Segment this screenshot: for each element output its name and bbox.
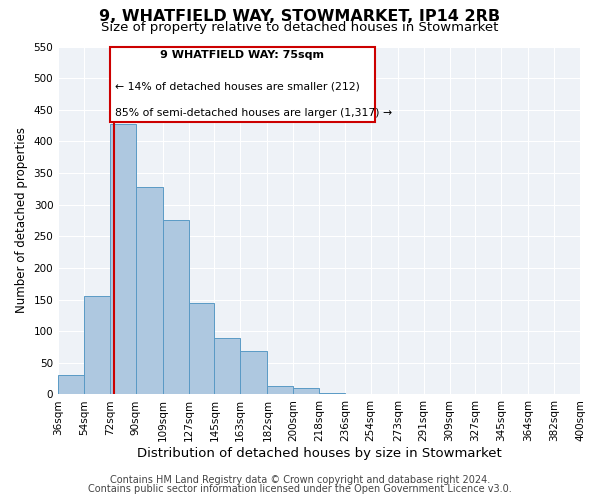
Text: Contains HM Land Registry data © Crown copyright and database right 2024.: Contains HM Land Registry data © Crown c… xyxy=(110,475,490,485)
Text: Contains public sector information licensed under the Open Government Licence v3: Contains public sector information licen… xyxy=(88,484,512,494)
Bar xyxy=(319,393,345,394)
Bar xyxy=(163,220,188,394)
Bar xyxy=(240,352,268,395)
Bar xyxy=(214,338,240,394)
Bar xyxy=(293,388,319,394)
Y-axis label: Number of detached properties: Number of detached properties xyxy=(15,128,28,314)
FancyBboxPatch shape xyxy=(110,46,375,122)
Bar xyxy=(84,296,110,394)
Bar xyxy=(188,302,214,394)
Bar xyxy=(58,376,84,394)
Bar xyxy=(136,187,163,394)
Bar xyxy=(110,124,136,394)
Text: 9 WHATFIELD WAY: 75sqm: 9 WHATFIELD WAY: 75sqm xyxy=(160,50,325,60)
Text: ← 14% of detached houses are smaller (212): ← 14% of detached houses are smaller (21… xyxy=(115,82,360,92)
Text: Size of property relative to detached houses in Stowmarket: Size of property relative to detached ho… xyxy=(101,21,499,34)
Text: 9, WHATFIELD WAY, STOWMARKET, IP14 2RB: 9, WHATFIELD WAY, STOWMARKET, IP14 2RB xyxy=(100,9,500,24)
Text: 85% of semi-detached houses are larger (1,317) →: 85% of semi-detached houses are larger (… xyxy=(115,108,392,118)
Bar xyxy=(268,386,293,394)
X-axis label: Distribution of detached houses by size in Stowmarket: Distribution of detached houses by size … xyxy=(137,447,502,460)
